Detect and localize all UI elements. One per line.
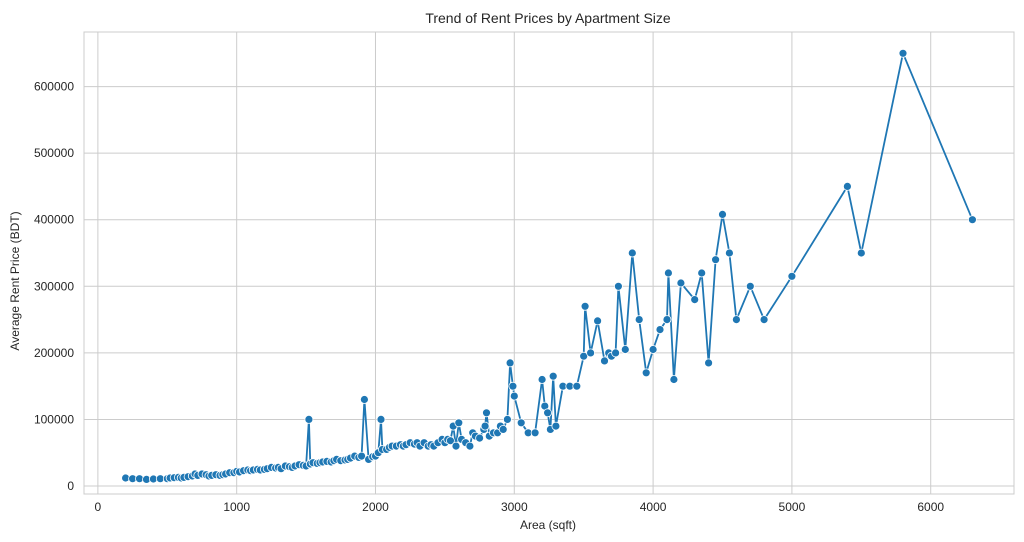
data-point <box>572 381 582 391</box>
data-point <box>537 375 547 384</box>
data-point <box>725 248 734 258</box>
data-point <box>676 278 686 288</box>
data-point <box>551 421 561 431</box>
plot-area: 0 1000 2000 3000 4000 5000 6000 0 100000 200000 3… <box>34 31 1015 514</box>
x-tick-label: 4000 <box>640 500 667 514</box>
data-point <box>480 421 490 431</box>
data-point <box>655 325 665 335</box>
plot-frame <box>83 31 1015 495</box>
x-axis-label: Area (sqft) <box>520 518 576 532</box>
x-tick-labels: 0 1000 2000 3000 4000 5000 6000 <box>95 500 945 514</box>
data-point <box>664 268 673 278</box>
y-tick-label: 600000 <box>34 80 74 94</box>
data-point <box>620 345 630 354</box>
data-point <box>505 358 515 368</box>
data-point <box>502 414 512 424</box>
data-point <box>543 408 552 418</box>
data-point <box>745 281 755 291</box>
data-point <box>465 441 475 451</box>
data-point <box>509 391 519 401</box>
x-tick-label: 1000 <box>223 500 250 514</box>
data-point <box>376 414 386 424</box>
data-point <box>530 428 540 438</box>
data-point <box>359 395 369 404</box>
data-point <box>580 301 590 311</box>
x-tick-label: 2000 <box>362 500 389 514</box>
data-point <box>634 315 644 325</box>
data-point <box>548 371 558 381</box>
x-tick-label: 6000 <box>917 500 944 514</box>
data-point <box>843 181 852 191</box>
y-tick-label: 200000 <box>34 346 74 360</box>
y-tick-label: 300000 <box>34 279 74 293</box>
data-point <box>648 345 658 354</box>
data-point <box>475 433 485 443</box>
y-tick-label: 100000 <box>34 412 74 426</box>
data-point <box>641 368 651 378</box>
data-point <box>454 418 464 428</box>
chart-title: Trend of Rent Prices by Apartment Size <box>425 10 671 26</box>
data-point <box>690 295 700 305</box>
data-point <box>586 348 595 358</box>
data-point <box>711 255 720 265</box>
data-point <box>451 441 461 451</box>
data-point <box>697 268 707 278</box>
data-point <box>482 408 491 418</box>
data-point <box>856 248 866 258</box>
data-point <box>669 375 679 384</box>
data-point <box>968 215 977 225</box>
x-tick-label: 0 <box>95 500 102 514</box>
x-tick-label: 3000 <box>501 500 528 514</box>
data-point <box>600 356 609 366</box>
y-tick-label: 400000 <box>34 213 74 227</box>
data-point <box>704 358 713 368</box>
data-point <box>732 315 741 325</box>
data-point <box>516 418 526 428</box>
data-point <box>611 348 620 358</box>
data-point <box>508 381 518 391</box>
data-point <box>357 451 367 461</box>
data-point <box>593 316 602 326</box>
y-tick-labels: 0 100000 200000 300000 400000 500000 600000 <box>34 80 74 493</box>
data-point <box>662 315 672 325</box>
data-points <box>121 48 977 484</box>
data-point <box>614 281 623 291</box>
data-point <box>718 209 727 219</box>
grid-lines <box>84 32 1014 494</box>
data-point <box>627 248 637 258</box>
data-point <box>787 271 797 281</box>
data-point <box>759 315 769 325</box>
data-point <box>445 436 455 446</box>
data-point <box>498 424 508 434</box>
y-axis-label: Average Rent Price (BDT) <box>8 211 22 350</box>
y-tick-label: 0 <box>67 479 74 493</box>
y-tick-label: 500000 <box>34 146 74 160</box>
x-tick-label: 5000 <box>779 500 806 514</box>
data-point <box>898 48 908 58</box>
data-point <box>304 414 314 424</box>
